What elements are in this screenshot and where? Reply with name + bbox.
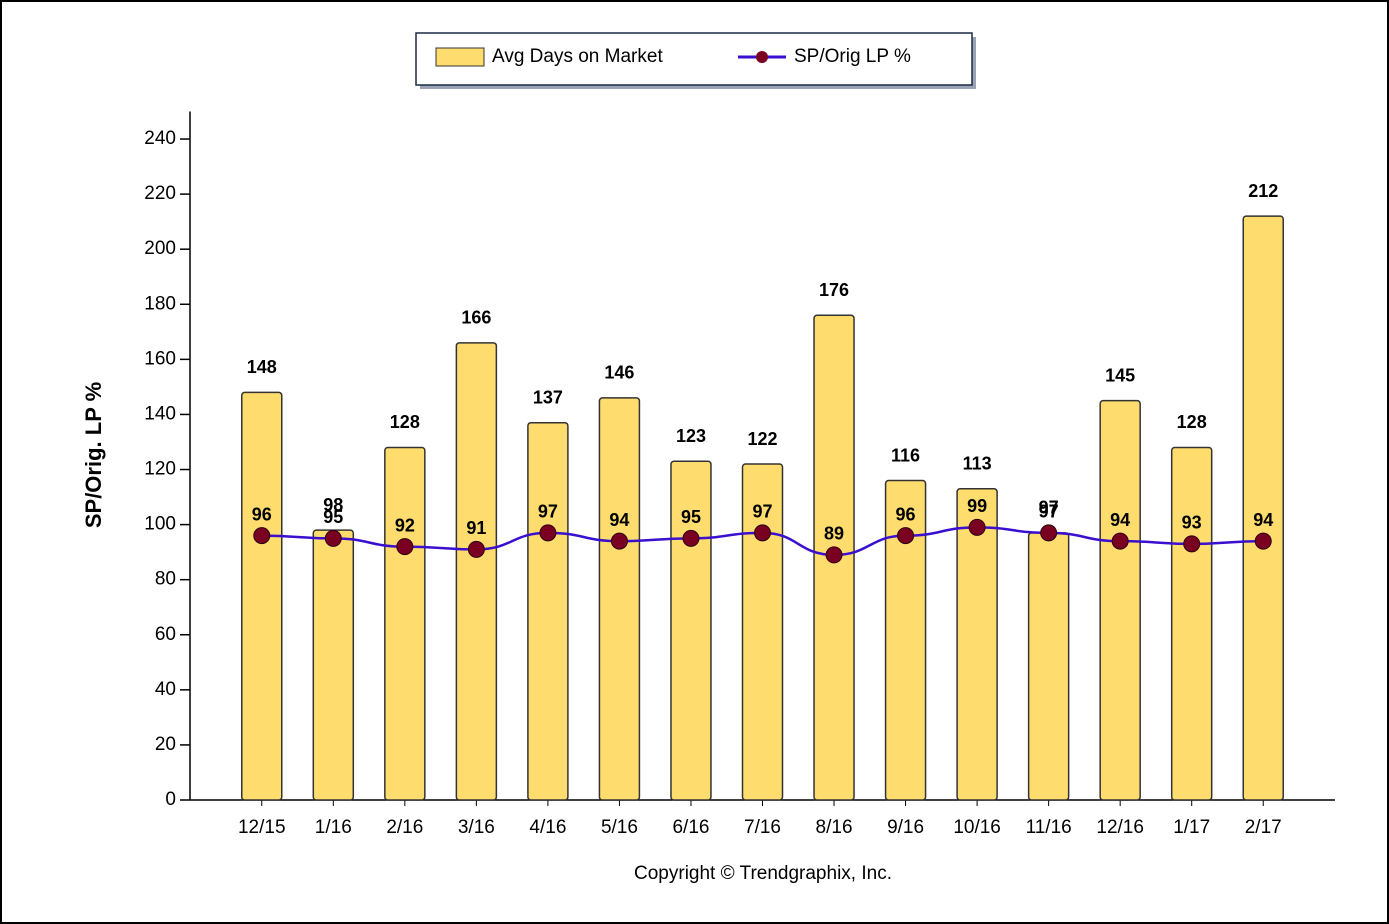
y-tick-label: 40 [155,679,176,700]
y-tick-label: 20 [155,734,176,755]
y-tick-label: 100 [144,514,176,535]
x-tick-label: 2/16 [386,817,423,838]
line-value-label: 94 [609,510,629,530]
line-marker [253,527,271,545]
y-axis-label: SP/Orig. LP % [81,382,106,528]
y-tick-label: 120 [144,459,176,480]
legend [415,32,973,86]
line-value-label: 95 [681,507,701,527]
line-value-label: 94 [1253,510,1273,530]
bar-value-label: 166 [461,308,491,328]
bar [1242,215,1284,801]
line-marker [1183,535,1201,553]
copyright: Copyright © Trendgraphix, Inc. [634,863,892,884]
line-marker [539,524,557,542]
bar-value-label: 98 [323,495,343,515]
bar-value-label: 113 [963,454,992,474]
line-value-label: 94 [1110,510,1130,530]
x-tick-label: 1/17 [1173,817,1210,838]
bar [455,342,498,801]
line-value-label: 97 [1039,502,1059,522]
line-marker [1040,524,1058,542]
y-tick-label: 240 [144,128,176,149]
line-marker [324,529,342,547]
bar-value-label: 137 [533,387,563,407]
line-value-label: 97 [752,502,772,522]
y-tick-label: 0 [165,789,176,810]
legend-label: SP/Orig LP % [794,46,911,67]
y-tick-label: 180 [144,293,176,314]
legend-swatch [435,47,485,67]
y-tick-label: 160 [144,348,176,369]
y-tick-label: 80 [155,569,176,590]
x-tick-label: 11/16 [1026,817,1072,838]
x-tick-label: 1/16 [315,817,352,838]
x-tick-label: 2/17 [1245,817,1282,838]
line-marker [610,532,628,550]
bar [384,446,426,801]
bar-value-label: 145 [1105,365,1135,385]
bar [884,479,927,801]
bar-value-label: 176 [819,280,849,300]
bar-value-label: 123 [676,426,706,446]
y-tick-label: 140 [144,403,176,424]
x-tick-label: 10/16 [953,817,1001,838]
legend-label: Avg Days on Market [492,46,663,67]
bar-value-label: 148 [247,357,277,377]
line-value-label: 99 [967,496,987,516]
line-value-label: 93 [1182,513,1202,533]
bar [312,529,355,801]
line-marker [825,546,843,564]
line-marker [1111,532,1129,550]
bar [1170,446,1213,801]
y-tick-label: 60 [155,624,176,645]
line-marker [682,529,700,547]
x-tick-label: 12/16 [1096,817,1144,838]
line-value-label: 97 [538,502,558,522]
line-marker [396,538,414,556]
line-value-label: 96 [252,504,272,524]
line-marker [968,518,986,536]
line-value-label: 92 [395,515,415,535]
y-tick-label: 200 [144,238,176,259]
bar-value-label: 212 [1248,181,1278,201]
bar-value-label: 128 [1177,412,1207,432]
line-marker [1254,532,1272,550]
line-marker [897,527,915,545]
bar [741,463,784,801]
bar-value-label: 146 [604,363,634,383]
bar [670,460,712,801]
bar [1099,399,1141,801]
x-tick-label: 9/16 [887,817,924,838]
bar-value-label: 128 [390,412,420,432]
line-value-label: 89 [824,524,844,544]
line-marker [467,540,485,558]
bar [527,421,569,801]
x-tick-label: 12/15 [238,817,286,838]
bar-value-label: 116 [891,445,920,465]
bar-value-label: 97 [1039,498,1059,518]
x-tick-label: 7/16 [744,817,781,838]
line-value-label: 91 [466,518,486,538]
x-tick-label: 5/16 [601,817,638,838]
x-tick-label: 8/16 [816,817,853,838]
bar-value-label: 122 [747,429,777,449]
line-marker [754,524,771,542]
x-tick-label: 3/16 [458,817,495,838]
bar [598,397,641,801]
y-tick-label: 220 [144,183,176,204]
line-value-label: 95 [323,507,343,527]
x-tick-label: 4/16 [529,817,566,838]
line-value-label: 96 [896,504,916,524]
bar [1027,532,1070,801]
bar [956,488,998,801]
bar [241,391,283,801]
x-tick-label: 6/16 [672,817,709,838]
legend-marker [756,51,768,63]
